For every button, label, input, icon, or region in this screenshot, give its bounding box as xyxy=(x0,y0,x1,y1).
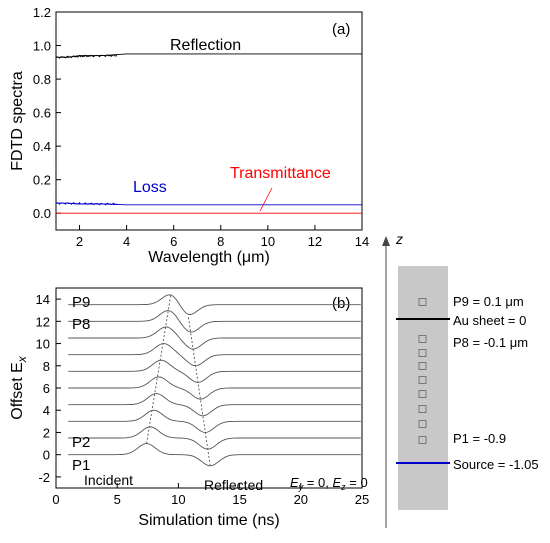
loss-noise xyxy=(55,201,118,206)
incident-guide xyxy=(146,293,172,444)
loss-label: Loss xyxy=(133,179,167,196)
panel-a: (a) 0.0 0.2 0.4 0.6 0.8 1.0 1.2 2 4 6 8 10 12 14 FDT… xyxy=(9,5,369,266)
panel-b-ytick-label: -2 xyxy=(38,470,50,485)
panel-b-xtick-label: 10 xyxy=(171,492,185,507)
panel-b-ylabel: Offset Ex xyxy=(9,355,29,420)
panel-b-xtick-label: 20 xyxy=(294,492,308,507)
trace-3 xyxy=(68,409,361,433)
series-reflection xyxy=(56,53,362,58)
z-axis-arrowhead xyxy=(382,236,390,246)
field-note: Ey = 0, Ez = 0 xyxy=(290,475,368,492)
panel-b-xtick-label: 5 xyxy=(114,492,121,507)
panel-a-ytick-label: 0.6 xyxy=(33,106,51,121)
panel-b-xtick-label: 15 xyxy=(232,492,246,507)
probe-marker xyxy=(418,349,427,357)
panel-a-xtick-label: 10 xyxy=(261,234,275,249)
probe-marker xyxy=(418,298,427,306)
reflection-noise xyxy=(55,54,118,59)
panel-b-ytick-label: 2 xyxy=(43,425,50,440)
probe-marker xyxy=(418,335,427,343)
panel-a-ytick-label: 0.8 xyxy=(33,72,51,87)
panel-a-ylabel: FDTD spectra xyxy=(9,71,26,171)
transmittance-label: Transmittance xyxy=(230,165,331,182)
reflection-label: Reflection xyxy=(170,37,241,54)
panel-b-xtick-label: 0 xyxy=(52,492,59,507)
structure-schematic: z P9 = 0.1 μm Au sheet = 0 P8 = -0.1 μm … xyxy=(382,231,539,528)
panel-b-xtick-label: 25 xyxy=(355,492,369,507)
panel-b-ytick-label: 10 xyxy=(36,337,50,352)
panel-a-frame xyxy=(55,11,363,231)
probe-marker xyxy=(418,362,427,370)
panel-b-ylabel-sub: x xyxy=(15,355,29,363)
trace-label-p8: P8 xyxy=(72,316,90,333)
panel-b-ytick-label: 12 xyxy=(36,314,50,329)
trace-6 xyxy=(68,359,361,383)
trace-10 xyxy=(68,294,361,315)
panel-a-xtick-label: 6 xyxy=(170,234,177,249)
p9-label: P9 = 0.1 μm xyxy=(453,294,524,309)
panel-b-ytick-label: 14 xyxy=(36,292,50,307)
trace-1 xyxy=(68,443,361,467)
trace-label-p9: P9 xyxy=(72,294,90,311)
trace-7 xyxy=(68,343,361,367)
panel-b-ylabel-main: Offset E xyxy=(9,362,26,420)
panel-a-xtick-label: 4 xyxy=(123,234,130,249)
panel-a-ytick-label: 1.2 xyxy=(33,5,51,20)
source-label: Source = -1.05 xyxy=(453,457,539,472)
reflected-guide xyxy=(187,315,211,466)
panel-b-ytick-label: 8 xyxy=(43,359,50,374)
panel-b-ytick-label: 0 xyxy=(43,448,50,463)
panel-a-ytick-label: 0.0 xyxy=(33,206,51,221)
panel-a-label: (a) xyxy=(332,21,350,38)
panel-a-xlabel: Wavelength (μm) xyxy=(148,249,270,266)
dielectric-region xyxy=(398,266,448,510)
trace-5 xyxy=(68,376,361,400)
panel-b-xlabel: Simulation time (ns) xyxy=(138,512,279,529)
probe-marker xyxy=(418,405,427,413)
panel-a-xtick-label: 14 xyxy=(355,234,369,249)
probe-marker xyxy=(418,420,427,428)
trace-label-p1: P1 xyxy=(72,457,90,474)
probe-marker xyxy=(418,436,427,444)
panel-b-ytick-label: 6 xyxy=(43,381,50,396)
trace-9 xyxy=(68,310,361,333)
probe-marker xyxy=(418,376,427,384)
trace-label-p2: P2 xyxy=(72,434,90,451)
p1-label: P1 = -0.9 xyxy=(453,431,506,446)
z-axis-label: z xyxy=(395,231,403,247)
trace-4 xyxy=(68,393,361,417)
panel-a-ytick-label: 1.0 xyxy=(33,39,51,54)
panel-a-xtick-label: 12 xyxy=(308,234,322,249)
panel-b-ytick-label: 4 xyxy=(43,403,50,418)
trace-2 xyxy=(68,426,361,450)
p8-label: P8 = -0.1 μm xyxy=(453,335,528,350)
probe-marker xyxy=(418,390,427,398)
au-sheet-label: Au sheet = 0 xyxy=(453,313,526,328)
panel-a-xtick-label: 8 xyxy=(217,234,224,249)
panel-a-ytick-label: 0.4 xyxy=(33,139,51,154)
trace-8 xyxy=(68,326,361,350)
reflected-label: Reflected xyxy=(204,477,263,493)
incident-label: Incident xyxy=(84,472,133,488)
panel-a-ytick-label: 0.2 xyxy=(33,173,51,188)
transmittance-pointer xyxy=(259,187,273,212)
panel-a-xtick-label: 2 xyxy=(76,234,83,249)
panel-b-label: (b) xyxy=(332,295,350,312)
